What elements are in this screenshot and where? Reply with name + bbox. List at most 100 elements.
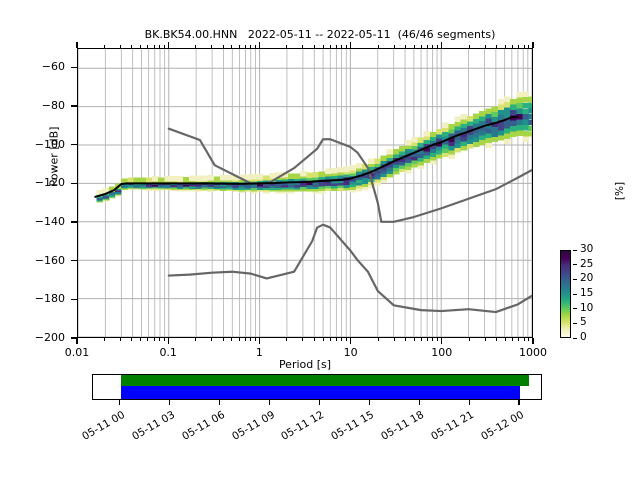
x-tick-minor (231, 338, 233, 342)
colorbar-tick-label: 5 (580, 316, 587, 329)
colorbar-tick-label: 0 (580, 331, 587, 343)
timeline-date-label: 05-11 03 (129, 408, 177, 443)
timeline-tick-mark (268, 400, 271, 405)
x-tick-minor (286, 44, 288, 48)
title-line-1: BK.BK54.00.HNN 2022-05-11 -- 2022-05-11 … (144, 28, 496, 42)
timeline-date-label: 05-11 21 (429, 408, 477, 443)
x-tick-minor (496, 338, 498, 342)
data-availability-timeline[interactable] (92, 374, 542, 400)
x-tick-minor (405, 338, 406, 342)
x-tick-minor (322, 44, 324, 48)
x-tick-minor (238, 338, 240, 342)
timeline-tick-mark (169, 400, 171, 405)
x-tick-minor (496, 44, 498, 48)
x-tick-mark (441, 338, 443, 344)
x-tick-minor (512, 44, 514, 48)
x-tick-minor (421, 44, 423, 48)
x-tick-minor (341, 44, 343, 48)
colorbar-tick-mark (573, 278, 577, 280)
x-tick-minor (393, 44, 395, 48)
x-tick-minor (103, 338, 105, 342)
x-tick-minor (518, 44, 520, 48)
data-coverage-bar[interactable] (120, 375, 530, 386)
timeline-tick-mark (119, 400, 121, 405)
x-tick-minor (131, 44, 133, 48)
y-tick-label: −140 (34, 215, 65, 228)
colorbar-tick-label: 10 (580, 301, 594, 314)
x-tick-minor (250, 338, 252, 342)
timeline-date-label: 05-11 12 (279, 408, 327, 443)
colorbar (560, 250, 571, 338)
x-tick-minor (147, 338, 149, 342)
x-tick-label: 100 (431, 346, 453, 359)
y-axis-label: Power [dB] (47, 126, 61, 187)
grid-lines (78, 49, 532, 337)
x-tick-minor (140, 44, 142, 48)
x-tick-label: 1 (255, 346, 263, 359)
y-tick-mark (71, 298, 77, 300)
x-axis-label: Period [s] (278, 358, 332, 371)
x-tick-minor (505, 44, 507, 48)
x-tick-minor (341, 338, 343, 342)
psd-segments-bar[interactable] (120, 386, 521, 399)
x-tick-minor (405, 44, 406, 48)
timeline-tick-mark (468, 400, 470, 405)
x-tick-minor (163, 44, 165, 48)
x-tick-minor (427, 44, 429, 48)
x-tick-minor (345, 338, 347, 342)
x-tick-minor (393, 338, 395, 342)
x-tick-mark (167, 42, 169, 48)
x-tick-minor (322, 338, 324, 342)
timeline-tick-mark (518, 400, 520, 405)
y-tick-mark (71, 182, 77, 184)
colorbar-tick-mark (573, 337, 577, 339)
x-tick-label: 0.1 (159, 346, 177, 359)
x-tick-mark (76, 42, 78, 48)
colorbar-tick-mark (573, 249, 577, 251)
psd-plot-area (77, 48, 533, 338)
x-tick-mark (532, 338, 534, 344)
x-tick-mark (76, 338, 78, 344)
x-tick-minor (512, 338, 514, 342)
x-tick-minor (437, 44, 439, 48)
x-tick-mark (349, 338, 352, 344)
x-tick-minor (313, 44, 315, 48)
x-tick-minor (484, 338, 486, 342)
x-tick-minor (329, 338, 331, 342)
psd-data (94, 91, 532, 314)
y-tick-mark (71, 66, 77, 68)
x-tick-minor (523, 44, 525, 48)
x-tick-minor (147, 44, 149, 48)
x-tick-mark (349, 42, 352, 48)
x-tick-minor (437, 338, 439, 342)
x-tick-minor (528, 44, 530, 48)
x-tick-minor (158, 338, 160, 342)
timeline-date-label: 05-11 00 (79, 408, 127, 443)
x-tick-minor (413, 44, 415, 48)
y-tick-label: −120 (34, 176, 65, 190)
colorbar-tick-label: 30 (580, 243, 594, 255)
x-tick-minor (222, 338, 224, 342)
timeline-date-label: 05-12 00 (479, 408, 527, 443)
x-tick-minor (140, 338, 142, 342)
x-tick-label: 1000 (519, 346, 547, 359)
x-tick-minor (254, 338, 256, 342)
x-tick-minor (103, 44, 105, 48)
timeline-date-label: 05-11 15 (329, 408, 377, 443)
x-tick-mark (532, 42, 534, 48)
x-tick-minor (120, 44, 121, 48)
colorbar-tick-label: 25 (580, 257, 594, 270)
x-tick-minor (195, 338, 197, 342)
x-tick-minor (523, 338, 525, 342)
x-tick-minor (505, 338, 507, 342)
x-tick-label: 0.01 (64, 346, 90, 359)
colorbar-unit-label: [%] (614, 181, 626, 201)
colorbar-tick-label: 15 (580, 287, 594, 299)
x-tick-minor (211, 44, 213, 48)
x-tick-mark (441, 42, 443, 48)
x-tick-minor (131, 338, 133, 342)
y-tick-label: −80 (41, 99, 65, 112)
x-tick-minor (432, 44, 434, 48)
x-tick-mark (258, 338, 261, 344)
